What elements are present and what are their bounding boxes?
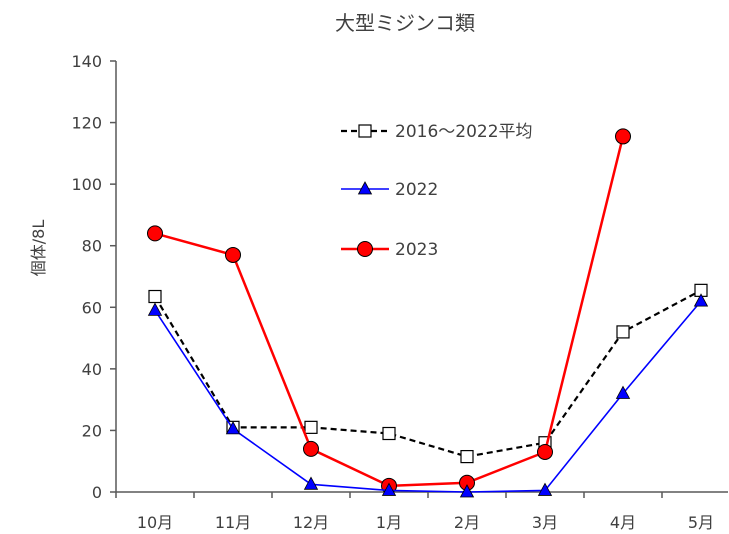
legend-label: 2023 (395, 240, 438, 260)
y-axis-label: 個体/8L (29, 220, 48, 277)
x-tick-label: 1月 (376, 513, 402, 532)
data-point-2022 (303, 476, 319, 490)
data-point-2022 (225, 421, 241, 435)
y-tick-label: 120 (71, 114, 102, 133)
legend-marker (357, 181, 373, 195)
series-2022 (147, 293, 709, 498)
data-point-2016-2022 (616, 325, 630, 339)
y-tick-label: 60 (82, 298, 102, 317)
data-point-2016-2022 (304, 420, 318, 434)
y-tick-label: 20 (82, 421, 102, 440)
chart-title: 大型ミジンコ類 (335, 11, 475, 35)
data-point-2022 (459, 484, 475, 498)
x-tick-label: 4月 (610, 513, 636, 532)
data-point-2022 (381, 482, 397, 496)
legend-marker (357, 241, 373, 257)
legend-label: 2022 (395, 180, 438, 200)
x-ticks: 10月 11月 12月 1月 2月 3月 4月 5月 (115, 492, 714, 532)
x-tick-label: 11月 (215, 513, 251, 532)
legend-item-2023: 2023 (341, 240, 438, 260)
series-line-2022 (154, 300, 702, 493)
x-tick-label: 3月 (532, 513, 558, 532)
legend-item-2022: 2022 (341, 180, 438, 200)
data-point-2023 (147, 225, 163, 242)
data-point-2022 (147, 302, 163, 316)
data-point-2016-2022 (382, 426, 396, 441)
y-tick-label: 40 (82, 360, 102, 379)
legend-item-2016-2022: 2016～2022平均 (341, 122, 533, 142)
data-point-2016-2022 (460, 449, 474, 464)
data-point-2023 (225, 246, 241, 263)
y-tick-label: 140 (71, 52, 102, 71)
y-ticks: 0 20 40 60 80 100 120 140 (71, 52, 116, 502)
data-point-2016-2022 (148, 289, 162, 304)
x-tick-label: 10月 (137, 513, 173, 532)
data-point-2023 (537, 443, 553, 460)
x-tick-label: 2月 (454, 513, 480, 532)
data-point-2022 (615, 385, 631, 399)
legend: 2016～2022平均 2022 2023 (341, 122, 533, 260)
data-point-2023 (303, 440, 319, 457)
x-tick-label: 12月 (293, 513, 329, 532)
series-layer (147, 128, 709, 498)
y-tick-label: 80 (82, 237, 102, 256)
series-2016-2022 (148, 283, 708, 464)
y-tick-label: 100 (71, 175, 102, 194)
y-tick-label: 0 (92, 483, 102, 502)
series-line-2016-2022 (154, 289, 702, 458)
legend-marker (358, 124, 372, 138)
data-point-2023 (615, 128, 631, 145)
x-tick-label: 5月 (688, 513, 714, 532)
legend-label: 2016～2022平均 (395, 122, 533, 142)
data-point-2022 (693, 293, 709, 307)
data-point-2022 (537, 482, 553, 496)
axes (115, 61, 728, 493)
